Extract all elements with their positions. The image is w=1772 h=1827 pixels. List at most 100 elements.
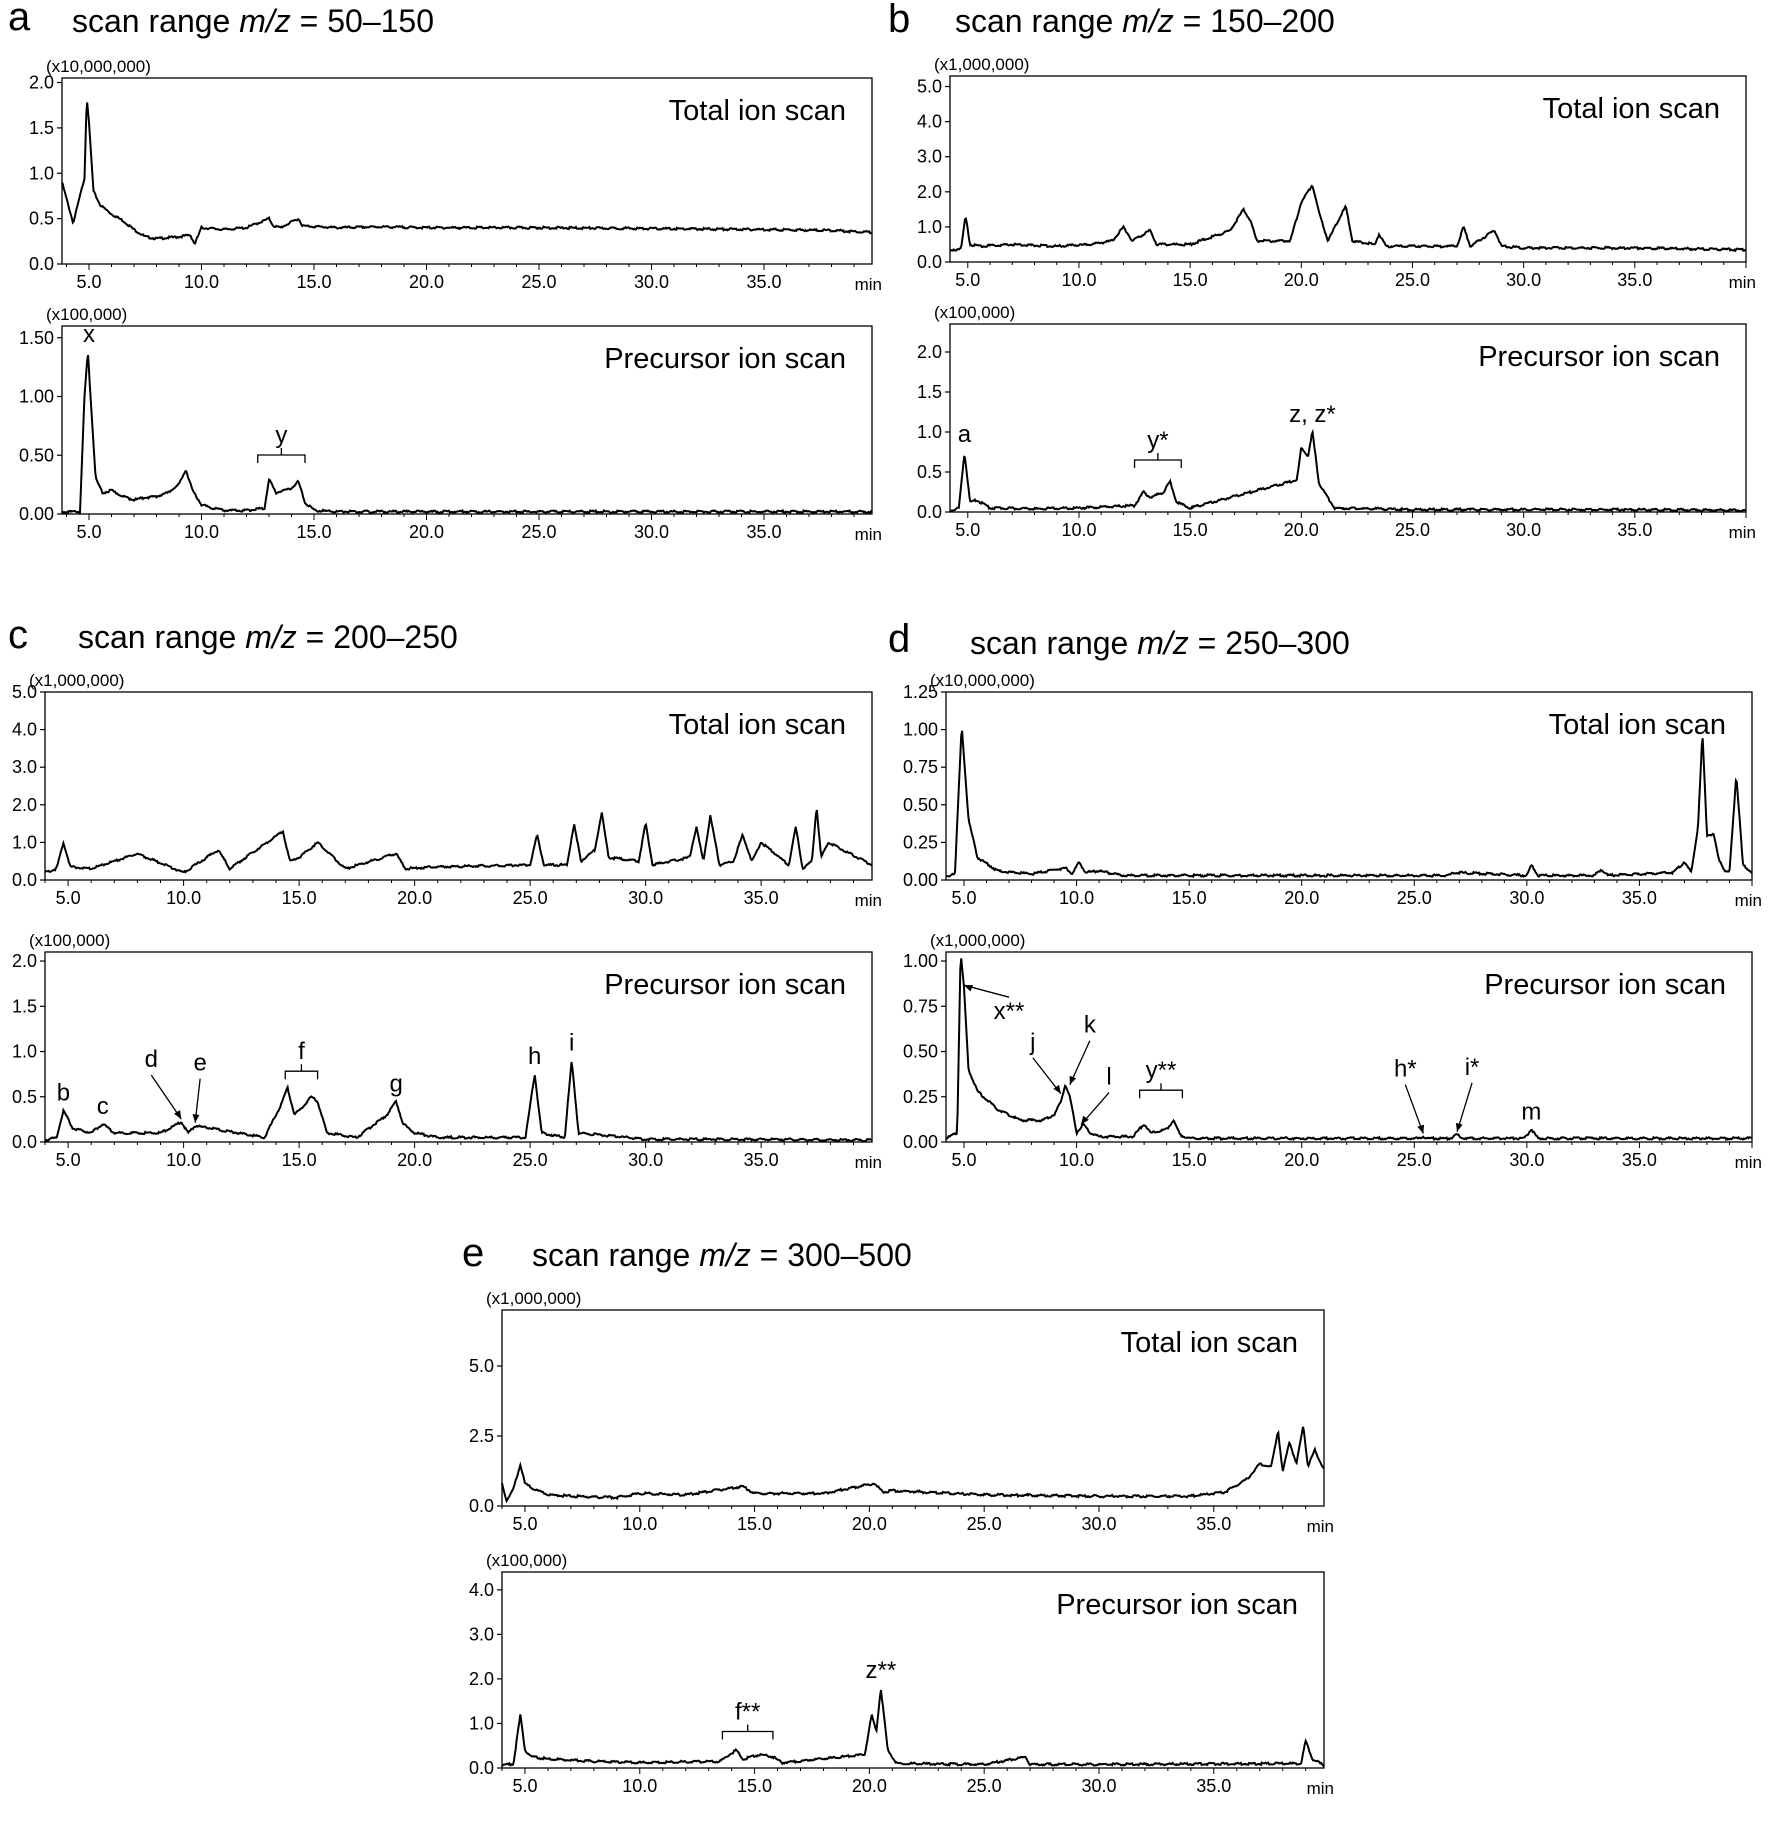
y-tick-label: 3.0: [917, 147, 942, 167]
x-tick-label: 5.0: [56, 1150, 81, 1170]
y-tick-label: 0.0: [29, 254, 54, 274]
x-tick-label: 25.0: [967, 1514, 1002, 1534]
peak-annotation: y: [257, 422, 306, 463]
peak-annotation: k: [1069, 1012, 1097, 1085]
heading-prefix: scan range: [955, 3, 1122, 39]
x-tick-label: 10.0: [1059, 1150, 1094, 1170]
peak-label: c: [97, 1093, 109, 1120]
x-tick-label: 20.0: [852, 1776, 887, 1796]
y-tick-label: 2.0: [12, 795, 37, 815]
peak-label: y*: [1147, 427, 1168, 454]
x-tick-label: 10.0: [184, 522, 219, 542]
series-line: [61, 354, 873, 515]
x-tick-label: 25.0: [1395, 270, 1430, 290]
peak-annotation: l: [1080, 1064, 1112, 1125]
y-tick-label: 1.5: [12, 996, 37, 1016]
arrow-head: [1417, 1124, 1425, 1134]
arrow-head: [1455, 1122, 1463, 1132]
x-unit-label: min: [1307, 1779, 1334, 1798]
y-tick-label: 0.00: [903, 870, 938, 890]
x-unit-label: min: [855, 891, 882, 910]
plot-frame: [949, 323, 1747, 513]
peak-label: x: [83, 321, 95, 348]
precursor-ion-scan-plot: (x100,000) Precursor ion scan 0.0 0.5 1.0 1.5…: [917, 303, 1756, 542]
peak-label: b: [57, 1079, 70, 1106]
panel-e: e scan range m/z = 300–500 (x1,000,000) Tot…: [462, 1231, 1334, 1798]
x-tick-label: 20.0: [1284, 520, 1319, 540]
y-multiplier-label: (x100,000): [46, 305, 127, 324]
y-tick-label: 0.25: [903, 1087, 938, 1107]
y-tick-label: 1.0: [917, 422, 942, 442]
x-unit-label: min: [855, 525, 882, 544]
arrow-shaft: [1456, 1082, 1473, 1132]
x-tick-label: 15.0: [1173, 270, 1208, 290]
x-tick-label: 20.0: [1284, 888, 1319, 908]
heading-suffix: = 250–300: [1189, 625, 1350, 661]
x-tick-label: 25.0: [521, 522, 556, 542]
y-tick-label: 2.5: [469, 1426, 494, 1446]
panel-heading: scan range m/z = 300–500: [532, 1237, 912, 1273]
x-tick-label: 15.0: [296, 522, 331, 542]
series-line: [501, 1689, 1325, 1768]
heading-variable: m/z: [239, 3, 291, 39]
peak-label: x**: [994, 998, 1025, 1025]
peak-label: z, z*: [1289, 401, 1336, 428]
x-tick-label: 20.0: [409, 522, 444, 542]
x-tick-label: 10.0: [166, 888, 201, 908]
heading-variable: m/z: [1122, 3, 1174, 39]
panel-heading: scan range m/z = 200–250: [78, 619, 458, 655]
x-tick-label: 35.0: [1196, 1776, 1231, 1796]
y-tick-label: 2.0: [12, 951, 37, 971]
y-tick-label: 5.0: [469, 1356, 494, 1376]
peak-label: i*: [1465, 1054, 1480, 1081]
series-line: [945, 958, 1753, 1142]
panel-c: c scan range m/z = 200–250 (x1,000,000) Tot…: [8, 613, 882, 1172]
total-ion-scan-plot: (x1,000,000) Total ion scan 0.0 2.5 5.0 5.0 10…: [469, 1289, 1334, 1536]
y-tick-label: 1.50: [19, 328, 54, 348]
peak-label: f**: [735, 1699, 760, 1726]
x-tick-label: 5.0: [76, 522, 101, 542]
panel-d: d scan range m/z = 250–300 (x10,000,000) To…: [888, 617, 1762, 1172]
x-tick-label: 35.0: [1196, 1514, 1231, 1534]
heading-variable: m/z: [1137, 625, 1189, 661]
x-tick-label: 15.0: [282, 888, 317, 908]
peak-annotation: h: [528, 1043, 541, 1070]
y-tick-label: 1.0: [29, 163, 54, 183]
x-tick-label: 30.0: [1509, 1150, 1544, 1170]
y-tick-label: 2.0: [917, 182, 942, 202]
plot-frame: [949, 75, 1747, 263]
x-tick-label: 10.0: [1059, 888, 1094, 908]
series-line: [44, 809, 873, 874]
x-tick-label: 10.0: [166, 1150, 201, 1170]
peak-annotation: m: [1521, 1098, 1541, 1125]
peak-annotation: a: [958, 421, 972, 448]
x-unit-label: min: [1735, 891, 1762, 910]
heading-suffix: = 150–200: [1174, 3, 1335, 39]
x-tick-label: 25.0: [521, 272, 556, 292]
x-tick-label: 30.0: [1081, 1514, 1116, 1534]
arrow-head: [192, 1114, 200, 1123]
y-tick-label: 4.0: [469, 1580, 494, 1600]
y-tick-label: 0.75: [903, 757, 938, 777]
precursor-ion-scan-plot: (x100,000) Precursor ion scan 0.00 0.50 1.00…: [19, 305, 882, 544]
x-tick-label: 5.0: [955, 520, 980, 540]
peak-annotation: h*: [1394, 1056, 1425, 1134]
x-tick-label: 35.0: [1622, 888, 1657, 908]
y-tick-label: 1.0: [12, 832, 37, 852]
total-ion-scan-plot: (x10,000,000) Total ion scan 0.0 0.5 1.0 1.5 2…: [29, 57, 882, 294]
heading-prefix: scan range: [78, 619, 245, 655]
y-tick-label: 5.0: [12, 682, 37, 702]
panel-heading: scan range m/z = 150–200: [955, 3, 1335, 39]
x-tick-label: 15.0: [1172, 888, 1207, 908]
heading-prefix: scan range: [970, 625, 1137, 661]
plot-frame: [61, 77, 873, 265]
y-multiplier-label: (x1,000,000): [486, 1289, 581, 1308]
y-tick-label: 0.25: [903, 832, 938, 852]
peak-label: y**: [1146, 1057, 1177, 1084]
y-tick-label: 0.5: [12, 1087, 37, 1107]
x-tick-label: 15.0: [1172, 1150, 1207, 1170]
x-tick-label: 25.0: [1395, 520, 1430, 540]
peak-label: y: [275, 422, 287, 449]
panel-a: a scan range m/z = 50–150 (x10,000,000) Tot…: [8, 0, 882, 544]
x-tick-label: 35.0: [744, 1150, 779, 1170]
